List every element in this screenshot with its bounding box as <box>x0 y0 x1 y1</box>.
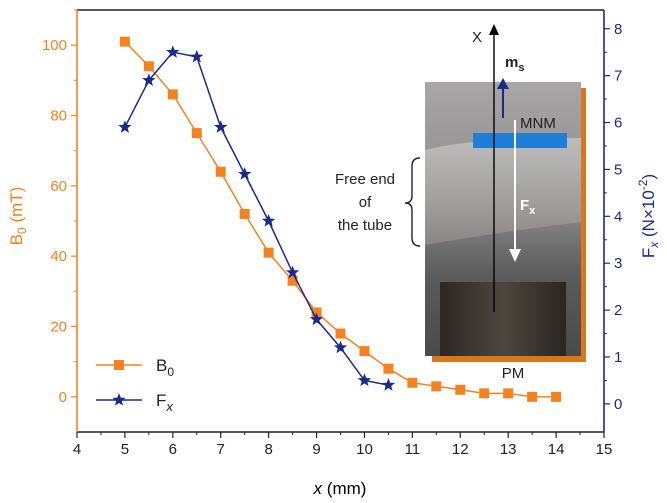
legend-star-shape <box>112 393 126 406</box>
b0-point <box>383 363 394 374</box>
inset-x-label: X <box>472 29 482 46</box>
y-left-tick-label: 0 <box>59 389 67 406</box>
fx-point <box>190 49 204 63</box>
fx-point <box>261 214 276 227</box>
moment-label: ms <box>505 54 524 74</box>
y-left-axis-title: B0 (mT) <box>7 187 29 246</box>
x-tick-label: 10 <box>356 441 373 458</box>
force-label: Fx <box>520 197 536 217</box>
b0-point <box>335 328 346 339</box>
y-right-tick-label: 3 <box>614 255 622 272</box>
fx-point <box>357 373 372 387</box>
y-left-tick-label: 80 <box>50 108 67 125</box>
b0-point <box>119 36 130 47</box>
b0-point <box>527 391 538 402</box>
inset-photo: X ms MNM Fx Free end of the tube PM <box>335 24 586 382</box>
fx-point <box>142 73 156 86</box>
fx-point <box>309 312 324 326</box>
y-right-tick-label: 6 <box>614 115 622 132</box>
mnm-label: MNM <box>520 115 556 132</box>
x-tick-label: 6 <box>169 441 177 458</box>
y-left-tick-label: 60 <box>50 178 67 195</box>
b0-point <box>191 128 202 139</box>
b0-point <box>311 307 322 318</box>
x-tick-label: 5 <box>121 441 129 458</box>
x-tick-label: 13 <box>500 441 517 458</box>
legend-b0-marker <box>114 360 124 370</box>
b0-point <box>503 388 514 399</box>
b0-point <box>407 377 418 388</box>
b0-point <box>359 346 370 357</box>
b0-point <box>551 391 562 402</box>
free-end-label-1: Free end <box>335 171 395 188</box>
free-end-label-2: of <box>359 194 372 211</box>
x-tick-label: 8 <box>264 441 272 458</box>
b0-point <box>263 247 274 258</box>
legend-fx-label: Fx <box>156 391 173 414</box>
b0-point <box>215 166 226 177</box>
b0-point <box>143 61 154 72</box>
y-right-axis-title: Fx (N×10-2) <box>636 174 661 258</box>
x-tick-label: 15 <box>596 441 613 458</box>
b0-point <box>239 208 250 219</box>
x-axis-title: x (mm) <box>313 479 367 498</box>
fx-point <box>238 167 252 180</box>
y-right-tick-label: 4 <box>614 208 622 225</box>
y-right-tick-label: 5 <box>614 161 622 178</box>
legend-fx-marker <box>112 393 126 406</box>
fx-point <box>381 378 396 391</box>
x-tick-label: 9 <box>312 441 320 458</box>
y-right-tick-label: 2 <box>614 302 622 319</box>
inset-x-arrowhead <box>489 24 499 35</box>
series-layer <box>118 36 562 402</box>
x-tick-label: 12 <box>452 441 469 458</box>
legend: B0 Fx <box>96 356 174 414</box>
pm-label: PM <box>502 365 525 382</box>
x-tick-label: 11 <box>405 441 421 458</box>
force-arrowhead <box>509 249 521 262</box>
x-tick-label: 4 <box>73 441 81 458</box>
b0-point <box>431 381 442 392</box>
moment-arrowhead <box>497 78 509 89</box>
b0-point <box>479 388 490 399</box>
y-right-tick-label: 8 <box>614 21 622 38</box>
y-left-tick-label: 100 <box>42 37 67 54</box>
free-end-brace <box>404 157 421 247</box>
y-left-tick-label: 20 <box>50 319 67 336</box>
b0-point <box>167 89 178 100</box>
x-tick-label: 14 <box>548 441 565 458</box>
mnm-bar <box>473 133 567 148</box>
inset-tube-top <box>425 138 581 245</box>
fx-point <box>285 265 300 279</box>
fx-point <box>214 120 228 133</box>
y-right-tick-label: 0 <box>614 396 622 413</box>
fx-point <box>118 120 132 133</box>
free-end-label-3: the tube <box>338 217 392 234</box>
legend-b0-label: B0 <box>156 356 174 379</box>
x-tick-label: 7 <box>217 441 225 458</box>
fx-point <box>333 340 348 354</box>
fx-point <box>166 45 180 58</box>
y-right-tick-label: 7 <box>614 68 622 85</box>
b0-point <box>287 275 298 286</box>
inset-magnet <box>440 282 566 356</box>
y-right-tick-label: 1 <box>614 349 622 366</box>
y-left-tick-label: 40 <box>50 248 67 265</box>
b0-point <box>455 384 466 395</box>
